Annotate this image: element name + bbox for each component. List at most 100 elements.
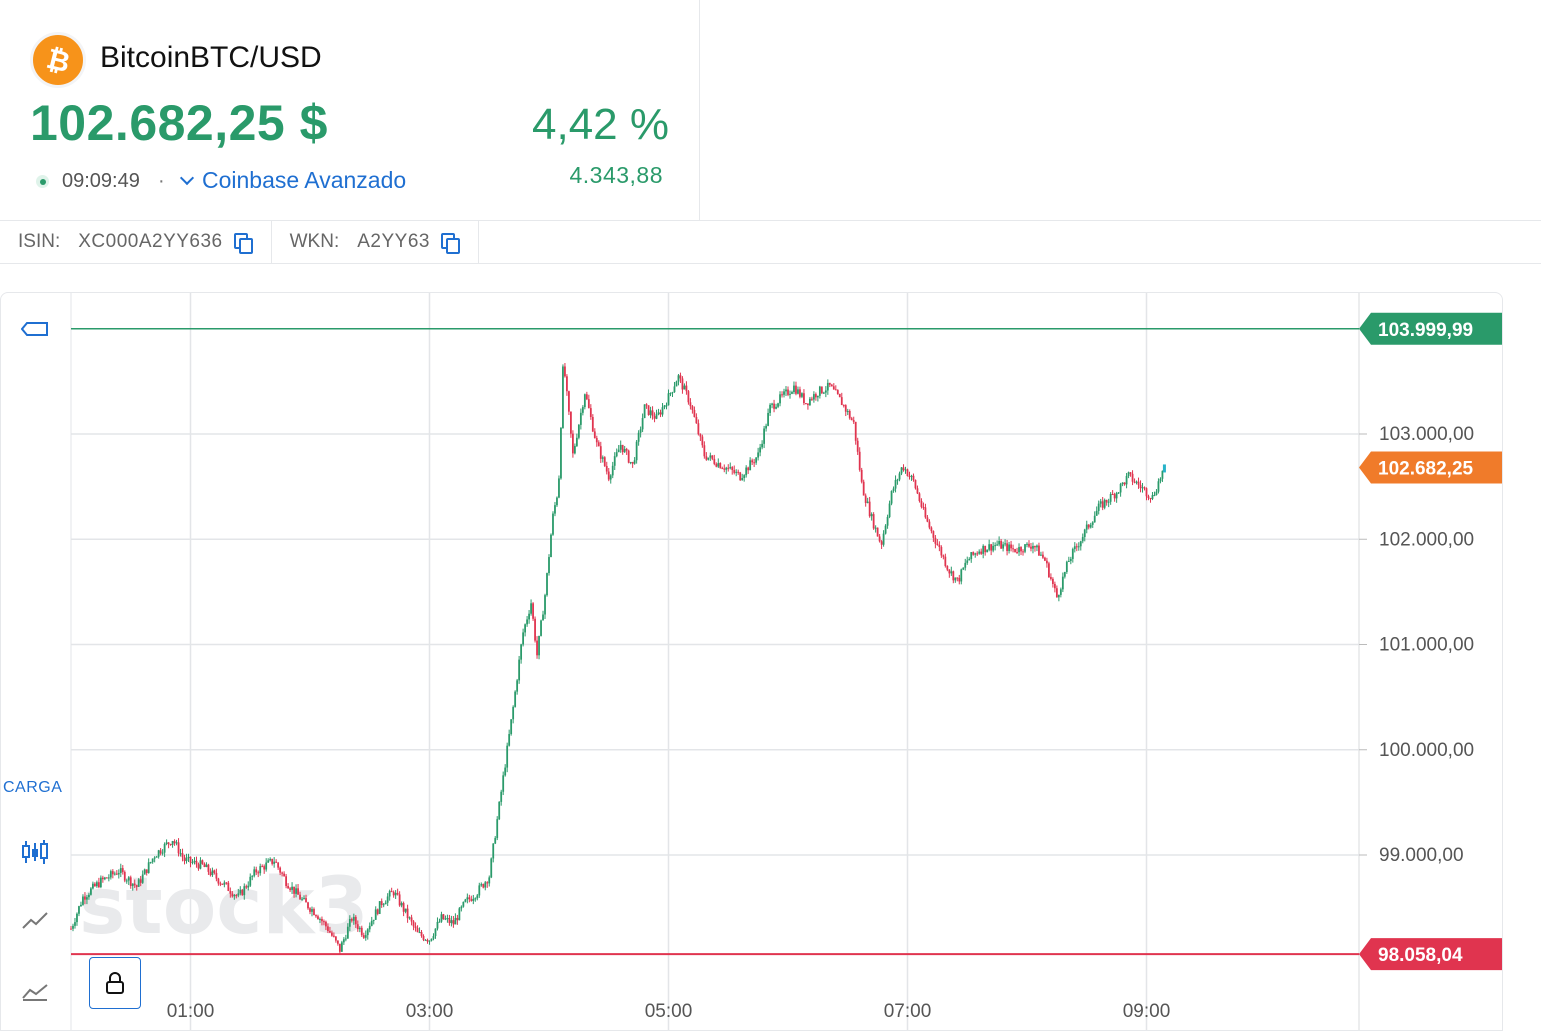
copy-wkn-icon[interactable] bbox=[440, 232, 460, 254]
candle-body bbox=[1157, 481, 1160, 492]
candle-body bbox=[1053, 583, 1056, 589]
wkn-label: WKN: bbox=[289, 231, 340, 252]
candle-body bbox=[581, 407, 584, 413]
candle-body bbox=[832, 386, 835, 390]
candle-body bbox=[1091, 522, 1094, 525]
candle-body bbox=[593, 431, 596, 439]
candle-body bbox=[597, 442, 600, 447]
candle-body bbox=[723, 468, 726, 470]
candle-body bbox=[603, 457, 606, 466]
candlestick-icon[interactable] bbox=[1, 837, 69, 867]
candle-body bbox=[876, 527, 879, 537]
candle-body bbox=[233, 895, 236, 897]
candle-body bbox=[400, 903, 403, 906]
candle-body bbox=[514, 691, 517, 707]
candle-body bbox=[277, 862, 280, 868]
candle-body bbox=[848, 410, 851, 419]
candle-body bbox=[157, 850, 160, 857]
wkn-value: A2YY63 bbox=[357, 231, 430, 252]
candle-body bbox=[558, 478, 560, 498]
candle-body bbox=[283, 873, 286, 877]
candle-body bbox=[639, 429, 642, 433]
candle-body bbox=[725, 467, 728, 470]
candle-body bbox=[647, 405, 650, 415]
candle-body bbox=[727, 467, 730, 469]
price-line-tag-icon[interactable] bbox=[1, 317, 69, 341]
candle-body bbox=[554, 505, 556, 514]
candle-body bbox=[305, 898, 307, 903]
candle-body bbox=[478, 885, 481, 896]
candle-body bbox=[820, 386, 823, 394]
candle-body bbox=[464, 899, 467, 902]
candle-body bbox=[1121, 482, 1124, 484]
candle-body bbox=[846, 410, 849, 412]
price-chart[interactable]: stock3 103.999,99 102.682,25 98.058,04 01:… bbox=[1, 293, 1503, 1031]
candle-body bbox=[689, 402, 692, 407]
candle-body bbox=[436, 921, 439, 929]
candle-body bbox=[402, 903, 405, 912]
candle-body bbox=[133, 883, 136, 886]
line-chart-icon[interactable] bbox=[1, 907, 69, 933]
candle-body bbox=[203, 863, 206, 868]
candle-body bbox=[426, 939, 429, 942]
candle-body bbox=[942, 555, 945, 557]
candle-body bbox=[812, 394, 815, 400]
candle-body bbox=[910, 475, 913, 477]
area-chart-icon[interactable] bbox=[1, 978, 69, 1004]
candle-body bbox=[717, 463, 720, 467]
copy-isin-icon[interactable] bbox=[233, 232, 253, 254]
candle-body bbox=[536, 640, 538, 656]
candle-body bbox=[747, 467, 750, 471]
candle-body bbox=[994, 545, 997, 547]
carga-button[interactable]: CARGA bbox=[3, 779, 63, 796]
candle-body bbox=[809, 398, 811, 406]
candle-body bbox=[884, 525, 887, 534]
candle-body bbox=[753, 462, 756, 464]
candle-body bbox=[888, 503, 891, 517]
candle-body bbox=[785, 389, 787, 392]
candle-body bbox=[1050, 577, 1052, 579]
candle-body bbox=[986, 549, 989, 553]
candle-body bbox=[1018, 547, 1020, 553]
candle-body bbox=[1155, 491, 1158, 495]
candle-body bbox=[84, 896, 86, 900]
candle-body bbox=[201, 860, 204, 864]
exchange-selector[interactable]: Coinbase Avanzado bbox=[178, 167, 406, 194]
candle-body bbox=[793, 385, 795, 393]
candle-body bbox=[908, 476, 911, 478]
candle-body bbox=[175, 842, 178, 844]
candle-body bbox=[1125, 475, 1128, 485]
candle-body bbox=[468, 897, 471, 900]
candle-body bbox=[878, 536, 881, 542]
candle-body bbox=[544, 595, 546, 615]
candle-body bbox=[1012, 548, 1014, 550]
candle-body bbox=[454, 917, 457, 925]
candle-body bbox=[1036, 545, 1038, 548]
candle-body bbox=[492, 843, 495, 859]
candle-body bbox=[430, 938, 433, 941]
candle-body bbox=[1028, 543, 1030, 547]
candle-body bbox=[418, 932, 421, 934]
candle-body bbox=[601, 457, 604, 459]
candle-body bbox=[844, 405, 847, 412]
lock-button[interactable] bbox=[89, 957, 141, 1009]
candle-body bbox=[249, 876, 252, 886]
candle-body bbox=[127, 877, 130, 881]
candle-body bbox=[502, 775, 505, 792]
instrument-name: BitcoinBTC/USD bbox=[100, 41, 322, 74]
candle-body bbox=[301, 898, 303, 900]
candle-body bbox=[1151, 495, 1154, 499]
candle-body bbox=[932, 531, 935, 538]
candle-body bbox=[998, 540, 1001, 545]
candle-body bbox=[946, 565, 949, 570]
candle-body bbox=[287, 886, 289, 889]
candle-body bbox=[1101, 501, 1104, 508]
candle-body bbox=[701, 436, 704, 446]
candle-body bbox=[372, 919, 375, 921]
candle-body bbox=[374, 909, 377, 920]
candle-body bbox=[966, 560, 969, 563]
candle-body bbox=[1069, 558, 1072, 561]
candle-body bbox=[251, 875, 254, 877]
bitcoin-symbol: ₿ bbox=[42, 41, 74, 79]
chart-grid bbox=[70, 293, 1360, 1030]
